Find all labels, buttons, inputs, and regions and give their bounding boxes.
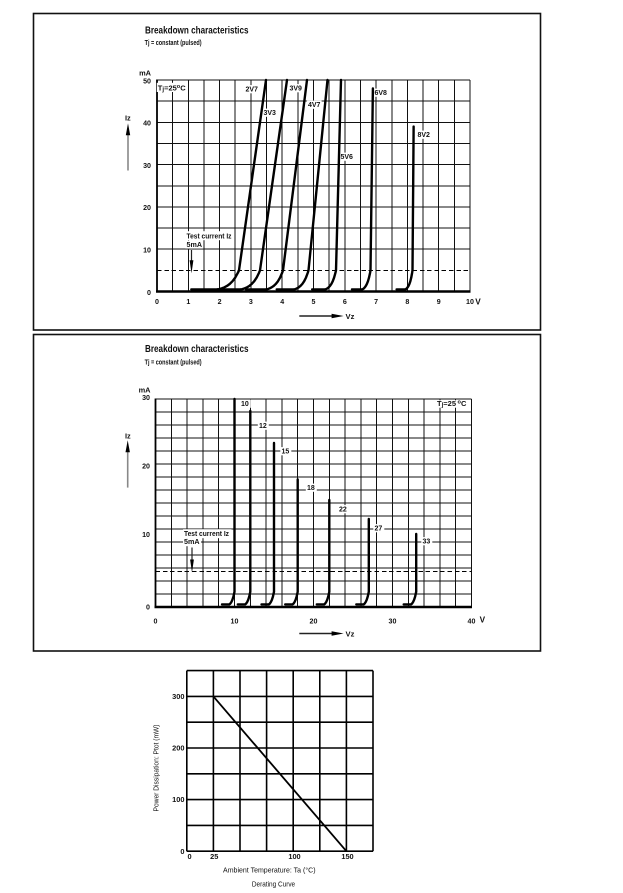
svg-text:150: 150 [341, 852, 353, 861]
svg-text:27: 27 [375, 526, 383, 533]
svg-text:40: 40 [468, 618, 476, 626]
svg-text:18: 18 [307, 485, 315, 492]
svg-text:Test current Iz: Test current Iz [187, 232, 232, 241]
svg-text:33: 33 [423, 539, 431, 546]
svg-text:3V3: 3V3 [264, 110, 277, 117]
svg-text:Derating Curve: Derating Curve [252, 879, 295, 888]
svg-text:300: 300 [172, 692, 184, 701]
svg-text:Tj=25oC: Tj=25oC [158, 83, 186, 93]
svg-text:10: 10 [241, 401, 249, 408]
svg-text:2V7: 2V7 [246, 87, 259, 94]
svg-text:5mA: 5mA [187, 240, 203, 249]
svg-text:20: 20 [310, 618, 318, 626]
svg-text:4: 4 [280, 298, 284, 306]
svg-text:5mA: 5mA [184, 537, 200, 546]
svg-text:20: 20 [142, 462, 150, 470]
svg-text:15: 15 [282, 449, 290, 456]
svg-text:30: 30 [143, 162, 151, 170]
svg-text:10: 10 [466, 298, 474, 306]
svg-text:40: 40 [143, 120, 151, 128]
svg-text:30: 30 [389, 618, 397, 626]
svg-text:8: 8 [405, 298, 409, 306]
svg-text:6: 6 [343, 298, 347, 306]
svg-text:22: 22 [339, 507, 347, 514]
svg-text:12: 12 [259, 423, 267, 430]
svg-text:30: 30 [142, 394, 150, 402]
svg-text:Tj = constant (pulsed): Tj = constant (pulsed) [145, 40, 202, 47]
svg-text:Ambient Temperature: Ta (°C): Ambient Temperature: Ta (°C) [223, 866, 316, 875]
svg-text:0: 0 [187, 852, 191, 861]
svg-text:mA: mA [139, 69, 152, 78]
svg-text:25: 25 [210, 852, 218, 861]
svg-text:200: 200 [172, 744, 184, 753]
svg-text:100: 100 [172, 795, 184, 804]
svg-text:Test current Iz: Test current Iz [184, 529, 229, 538]
svg-text:4V7: 4V7 [308, 102, 321, 109]
svg-text:V: V [480, 616, 486, 625]
svg-text:Iz: Iz [125, 432, 131, 441]
svg-text:0: 0 [180, 847, 184, 856]
svg-text:10: 10 [143, 247, 151, 255]
svg-text:10: 10 [231, 618, 239, 626]
svg-text:100: 100 [288, 852, 300, 861]
svg-text:7: 7 [374, 298, 378, 306]
svg-text:0: 0 [146, 603, 150, 611]
svg-text:5V6: 5V6 [341, 154, 354, 161]
svg-text:Vz: Vz [346, 312, 355, 321]
svg-text:5: 5 [312, 298, 316, 306]
svg-text:1: 1 [186, 298, 190, 306]
svg-text:2: 2 [218, 298, 222, 306]
svg-text:V: V [475, 298, 481, 307]
svg-text:Breakdown characteristics: Breakdown characteristics [145, 344, 249, 355]
svg-text:0: 0 [155, 298, 159, 306]
svg-text:8V2: 8V2 [418, 132, 431, 139]
svg-text:50: 50 [143, 77, 151, 85]
svg-text:10: 10 [142, 531, 150, 539]
svg-text:Tj=25 oC: Tj=25 oC [437, 399, 467, 409]
svg-text:Tj = constant (pulsed): Tj = constant (pulsed) [145, 359, 202, 366]
svg-text:9: 9 [437, 298, 441, 306]
svg-text:0: 0 [154, 618, 158, 626]
svg-text:0: 0 [147, 289, 151, 297]
svg-text:mA: mA [139, 385, 152, 394]
svg-text:3V9: 3V9 [290, 86, 303, 93]
svg-text:Breakdown characteristics: Breakdown characteristics [145, 26, 249, 37]
svg-text:Vz: Vz [346, 629, 355, 638]
svg-text:6V8: 6V8 [375, 90, 388, 97]
svg-text:3: 3 [249, 298, 253, 306]
svg-text:Power Dissipation: Ptot (mW): Power Dissipation: Ptot (mW) [154, 725, 161, 812]
svg-text:Iz: Iz [125, 114, 131, 123]
svg-text:20: 20 [143, 204, 151, 212]
